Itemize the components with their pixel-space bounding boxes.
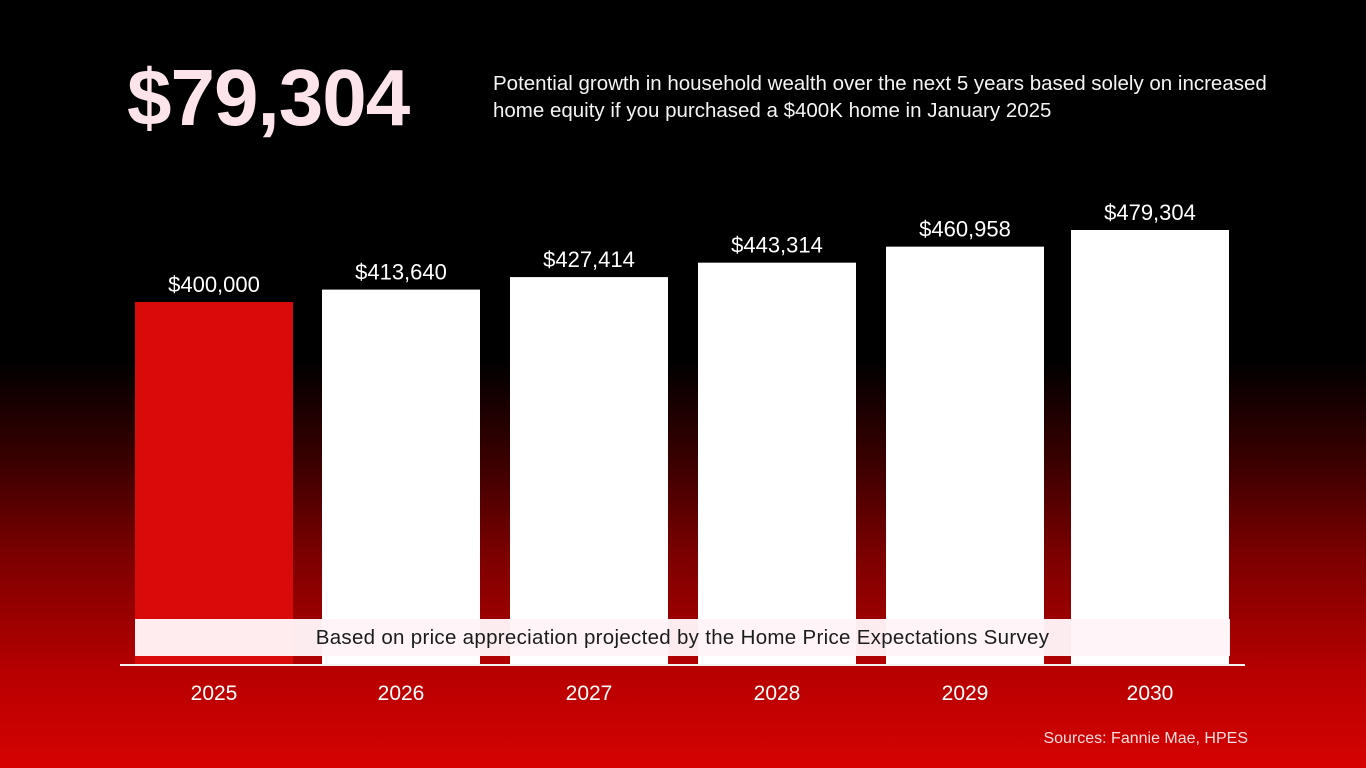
x-tick-label-2030: 2030 bbox=[1127, 682, 1174, 705]
x-tick-label-2025: 2025 bbox=[191, 682, 238, 705]
headline-description: Potential growth in household wealth ove… bbox=[493, 72, 1267, 122]
projection-note: Based on price appreciation projected by… bbox=[135, 619, 1230, 656]
bar-2030 bbox=[1071, 230, 1229, 665]
bar-2027 bbox=[510, 277, 668, 665]
data-label-2025: $400,000 bbox=[168, 272, 260, 297]
bar-2028 bbox=[698, 262, 856, 665]
data-label-2029: $460,958 bbox=[919, 217, 1011, 242]
bar-2026 bbox=[322, 289, 480, 665]
x-tick-label-2028: 2028 bbox=[754, 682, 801, 705]
headline-value: $79,304 bbox=[127, 53, 410, 142]
x-tick-label-2026: 2026 bbox=[378, 682, 425, 705]
data-label-2028: $443,314 bbox=[731, 233, 823, 258]
x-tick-label-2029: 2029 bbox=[942, 682, 989, 705]
bar-2025 bbox=[135, 301, 293, 665]
bar-2029 bbox=[886, 246, 1044, 665]
data-label-2026: $413,640 bbox=[355, 260, 447, 285]
data-label-2027: $427,414 bbox=[543, 247, 635, 272]
sources-text: Sources: Fannie Mae, HPES bbox=[1043, 730, 1248, 747]
data-label-2030: $479,304 bbox=[1104, 200, 1196, 225]
x-tick-label-2027: 2027 bbox=[566, 682, 613, 705]
